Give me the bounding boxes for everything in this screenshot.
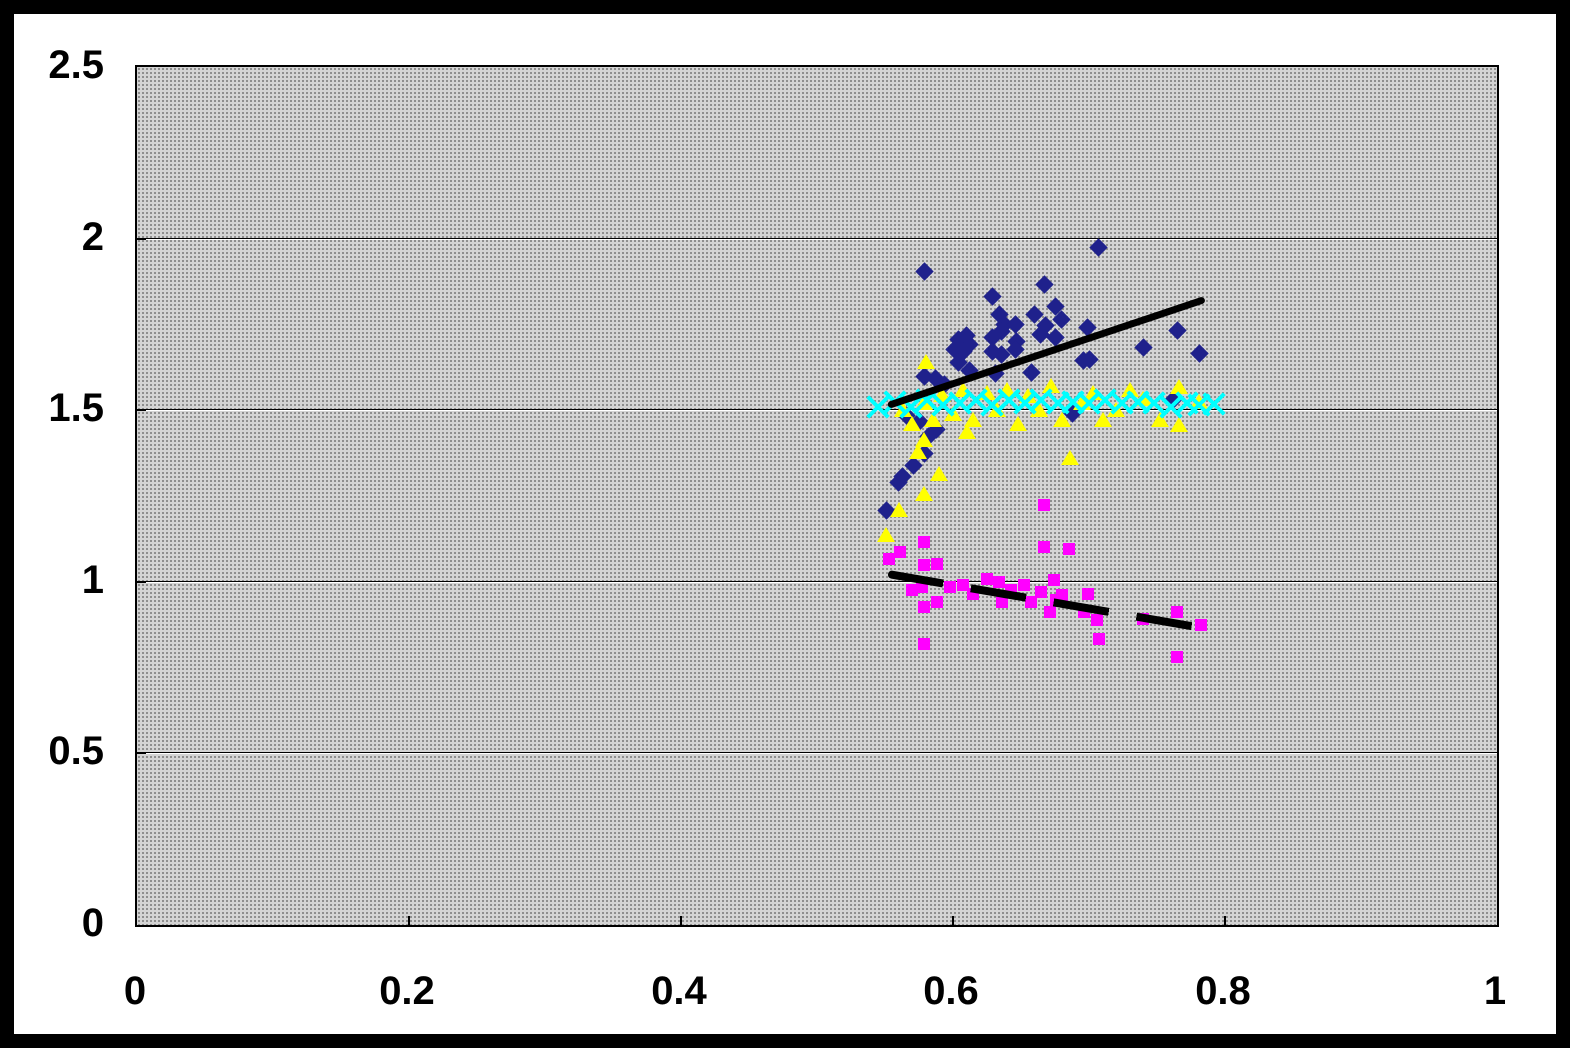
magenta-square-series-point <box>918 558 931 571</box>
magenta-square-series-point <box>981 573 993 586</box>
x-axis-tick-label: 1 <box>1483 969 1507 1013</box>
magenta-square-series-point <box>906 584 919 597</box>
magenta-square-series-point <box>1091 613 1104 626</box>
magenta-square-series-point <box>930 596 943 609</box>
x-axis-tick-label: 0.4 <box>651 969 707 1013</box>
x-axis-tick-label: 0.2 <box>379 969 435 1013</box>
x-axis-tick-label: 0.8 <box>1195 969 1251 1013</box>
magenta-square-series-point <box>930 557 943 570</box>
x-axis-tick-label: 0.6 <box>923 969 979 1013</box>
magenta-square-series-point <box>893 545 906 558</box>
chart-canvas: 0 0.5 1 1.5 2 2.5 0 0.2 0.4 0.6 0.8 1 <box>14 14 1556 1034</box>
navy-diamond-series-point <box>1168 321 1187 341</box>
yellow-triangle-series-point <box>908 444 927 460</box>
y-tick-1 <box>137 580 146 583</box>
x-tick-0.2 <box>408 916 410 925</box>
yellow-triangle-series-point <box>915 432 934 448</box>
yellow-triangle-series-point <box>1060 450 1079 466</box>
magenta-square-series-point <box>993 575 1006 588</box>
magenta-square-series-point <box>995 596 1008 609</box>
navy-diamond-series-point <box>1022 362 1042 382</box>
navy-diamond-series-point <box>915 262 934 282</box>
magenta-square-series-point <box>1038 498 1051 511</box>
gridline-y-1.5 <box>137 409 1497 412</box>
cyan-x-series-point <box>1200 390 1229 419</box>
navy-diamond-series-point <box>1189 344 1209 364</box>
navy-diamond-series-point <box>1034 275 1054 295</box>
navy-diamond-series-point <box>983 287 1002 307</box>
magenta-square-series-point <box>1017 578 1030 591</box>
magenta-square-series-point <box>1081 587 1094 600</box>
y-tick-0.5 <box>137 752 146 755</box>
plot-area <box>135 65 1499 927</box>
y-axis-tick-label: 0 <box>81 901 104 945</box>
magenta-square-series-point <box>1043 606 1056 618</box>
magenta-square-series-point <box>1171 606 1184 618</box>
y-axis-tick-label: 1 <box>81 557 104 602</box>
magenta-square-series-point <box>1055 588 1068 601</box>
gridline-y-1 <box>137 580 1497 583</box>
navy-diamond-series-point <box>1134 337 1153 357</box>
magenta-square-series-point <box>918 600 931 613</box>
yellow-triangle-series-point <box>930 466 949 482</box>
x-tick-0.8 <box>1224 916 1226 925</box>
magenta-square-series-point <box>1171 650 1184 663</box>
y-axis-tick-label: 1.5 <box>48 386 104 431</box>
y-tick-1.5 <box>137 409 146 412</box>
yellow-triangle-series-point <box>957 423 976 439</box>
yellow-triangle-series-point <box>1009 415 1028 431</box>
magenta-square-series-point <box>918 637 931 650</box>
magenta-square-series-point <box>1062 542 1075 555</box>
magenta-square-series-point <box>1092 632 1105 645</box>
yellow-triangle-series-point <box>916 354 935 370</box>
y-axis-tick-label: 2.5 <box>48 43 104 87</box>
x-tick-0.4 <box>680 916 682 925</box>
y-axis-tick-label: 0.5 <box>48 729 104 774</box>
yellow-triangle-series-point <box>889 502 908 518</box>
yellow-triangle-series-point <box>915 485 934 501</box>
y-tick-2 <box>137 237 146 240</box>
x-axis-tick-label: 0 <box>123 969 147 1013</box>
yellow-triangle-series-point <box>877 527 896 543</box>
x-tick-0.6 <box>952 916 954 925</box>
magenta-square-series-point <box>883 553 896 566</box>
magenta-square-series-point <box>1047 574 1060 587</box>
gridline-y-2 <box>137 237 1497 240</box>
magenta-square-series-point <box>918 535 931 548</box>
magenta-square-series-point <box>1038 541 1051 554</box>
y-axis-tick-label: 2 <box>81 214 104 259</box>
gridline-y-0.5 <box>137 752 1497 755</box>
navy-diamond-series-point <box>1089 238 1108 258</box>
